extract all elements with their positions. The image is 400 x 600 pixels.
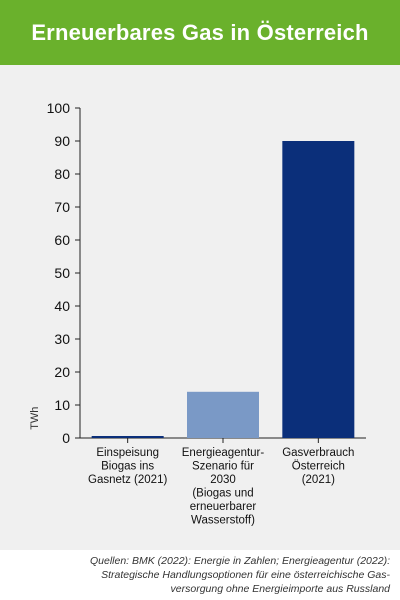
x-tick-label-line: (Biogas und	[192, 488, 253, 500]
x-tick-label-line: 2030	[210, 474, 236, 486]
y-tick-label: 80	[54, 166, 70, 182]
x-tick-label-line: Gasverbrauch	[282, 447, 354, 459]
x-tick-label-line: Österreich	[292, 461, 345, 473]
y-tick-label: 70	[54, 199, 70, 215]
source-note: Quellen: BMK (2022): Energie in Zahlen; …	[5, 554, 390, 596]
y-tick-label: 90	[54, 133, 70, 149]
y-tick-label: 20	[54, 364, 70, 380]
bar	[282, 141, 355, 438]
x-tick-label-line: Gasnetz (2021)	[88, 474, 167, 486]
x-tick-label: Einspeisung Biogas ins Gasnetz (2021)	[88, 447, 167, 486]
y-axis-label: TWh	[29, 407, 41, 430]
bar	[91, 436, 164, 438]
y-tick-label: 10	[54, 397, 70, 413]
x-tick-label: Gasverbrauch Österreich (2021)	[282, 447, 354, 486]
y-tick-label: 50	[54, 265, 70, 281]
x-tick-label-line: Wasserstoff)	[191, 515, 255, 527]
y-tick-label: 30	[54, 331, 70, 347]
y-tick-label: 60	[54, 232, 70, 248]
x-tick-label-line: erneuerbarer	[190, 501, 257, 513]
bar	[187, 391, 259, 438]
y-tick-label: 40	[54, 298, 70, 314]
source-line: Strategische Handlungsoptionen für eine …	[101, 569, 390, 581]
title-banner	[0, 0, 400, 65]
x-tick-label-line: Szenario für	[192, 461, 254, 473]
source-line: versorgung ohne Energieimporte aus Russl…	[170, 583, 390, 595]
y-tick-label: 0	[62, 430, 70, 446]
x-tick-label-line: Einspeisung	[96, 447, 159, 459]
x-tick-label-line: Biogas ins	[101, 461, 154, 473]
y-tick-label: 100	[47, 100, 71, 116]
x-tick-label-line: (2021)	[302, 474, 335, 486]
x-tick-label-line: Energieagentur-	[182, 447, 265, 459]
source-line: Quellen: BMK (2022): Energie in Zahlen; …	[89, 555, 390, 567]
x-tick-label: Energieagentur- Szenario für 2030 (Biogas u…	[182, 447, 265, 527]
chart-title: Erneuerbares Gas in Österreich	[31, 20, 369, 45]
